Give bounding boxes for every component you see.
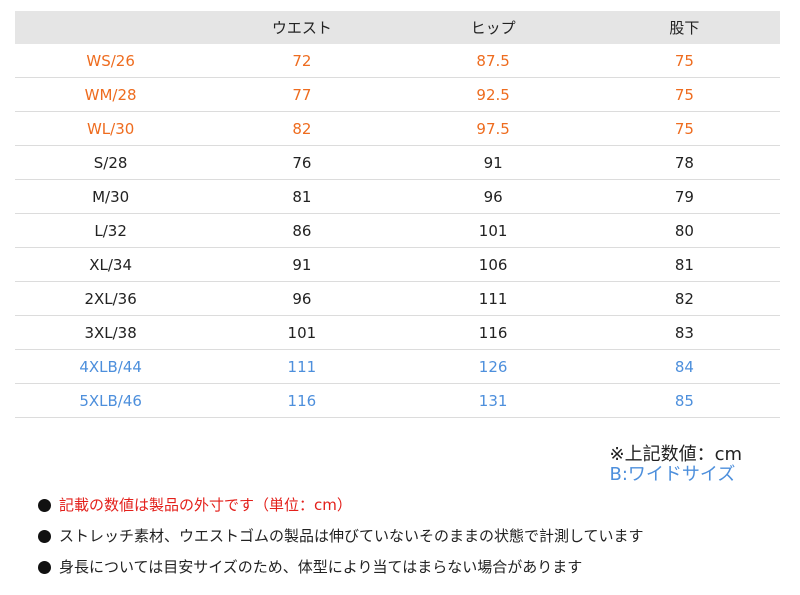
hip-cell: 106	[397, 247, 589, 282]
inseam-cell: 81	[588, 247, 780, 282]
table-row: 4XLB/44 111 126 84	[15, 349, 780, 384]
inseam-cell: 83	[588, 315, 780, 350]
waist-cell: 116	[206, 383, 398, 418]
header-size	[15, 11, 207, 44]
note-text: 身長については目安サイズのため、体型により当てはまらない場合があります	[59, 558, 583, 576]
header-inseam: 股下	[588, 11, 780, 44]
waist-cell: 101	[206, 315, 398, 350]
hip-cell: 97.5	[397, 111, 589, 146]
table-row: 3XL/38 101 116 83	[15, 315, 780, 350]
inseam-cell: 75	[588, 44, 780, 78]
wide-size-note: B:ワイドサイズ	[609, 464, 736, 485]
waist-cell: 96	[206, 281, 398, 316]
table-header-row: ウエスト ヒップ 股下	[15, 11, 780, 44]
inseam-cell: 80	[588, 213, 780, 248]
note-item: ストレッチ素材、ウエストゴムの製品は伸びていないそのままの状態で計測しています	[38, 525, 644, 556]
waist-cell: 86	[206, 213, 398, 248]
table-row: M/30 81 96 79	[15, 179, 780, 214]
size-table: ウエスト ヒップ 股下 WS/26 72 87.5 75 WM/28 77 92…	[15, 11, 780, 418]
table-row: S/28 76 91 78	[15, 145, 780, 180]
size-cell: 3XL/38	[15, 315, 207, 350]
inseam-cell: 75	[588, 111, 780, 146]
hip-cell: 101	[397, 213, 589, 248]
size-cell: XL/34	[15, 247, 207, 282]
size-cell: M/30	[15, 179, 207, 214]
bullet-icon	[38, 499, 51, 512]
hip-cell: 92.5	[397, 77, 589, 112]
table-row: WL/30 82 97.5 75	[15, 111, 780, 146]
note-item: 記載の数値は製品の外寸です（単位：cm）	[38, 494, 644, 525]
hip-cell: 91	[397, 145, 589, 180]
table-row: WS/26 72 87.5 75	[15, 44, 780, 78]
bullet-icon	[38, 561, 51, 574]
hip-cell: 131	[397, 383, 589, 418]
size-cell: L/32	[15, 213, 207, 248]
waist-cell: 81	[206, 179, 398, 214]
header-waist: ウエスト	[206, 11, 398, 44]
note-text: 記載の数値は製品の外寸です（単位：cm）	[59, 496, 352, 514]
inseam-cell: 85	[588, 383, 780, 418]
inseam-cell: 84	[588, 349, 780, 384]
waist-cell: 72	[206, 44, 398, 78]
note-text: ストレッチ素材、ウエストゴムの製品は伸びていないそのままの状態で計測しています	[59, 527, 644, 545]
hip-cell: 87.5	[397, 44, 589, 78]
hip-cell: 126	[397, 349, 589, 384]
size-cell: WM/28	[15, 77, 207, 112]
waist-cell: 111	[206, 349, 398, 384]
size-cell: S/28	[15, 145, 207, 180]
size-cell: 4XLB/44	[15, 349, 207, 384]
hip-cell: 96	[397, 179, 589, 214]
unit-note-text: ※上記数値：cm	[609, 444, 742, 465]
waist-cell: 77	[206, 77, 398, 112]
size-cell: 2XL/36	[15, 281, 207, 316]
waist-cell: 76	[206, 145, 398, 180]
header-hip: ヒップ	[397, 11, 589, 44]
size-cell: WS/26	[15, 44, 207, 78]
waist-cell: 82	[206, 111, 398, 146]
waist-cell: 91	[206, 247, 398, 282]
inseam-cell: 82	[588, 281, 780, 316]
inseam-cell: 78	[588, 145, 780, 180]
table-row: 5XLB/46 116 131 85	[15, 383, 780, 418]
bullet-icon	[38, 530, 51, 543]
notes-list: 記載の数値は製品の外寸です（単位：cm） ストレッチ素材、ウエストゴムの製品は伸…	[38, 494, 644, 587]
unit-note: ※上記数値：cm B:ワイドサイズ	[609, 445, 742, 485]
table-row: XL/34 91 106 81	[15, 247, 780, 282]
table-row: WM/28 77 92.5 75	[15, 77, 780, 112]
table-row: 2XL/36 96 111 82	[15, 281, 780, 316]
inseam-cell: 75	[588, 77, 780, 112]
table-row: L/32 86 101 80	[15, 213, 780, 248]
hip-cell: 111	[397, 281, 589, 316]
note-item: 身長については目安サイズのため、体型により当てはまらない場合があります	[38, 556, 644, 587]
size-cell: 5XLB/46	[15, 383, 207, 418]
inseam-cell: 79	[588, 179, 780, 214]
size-cell: WL/30	[15, 111, 207, 146]
hip-cell: 116	[397, 315, 589, 350]
